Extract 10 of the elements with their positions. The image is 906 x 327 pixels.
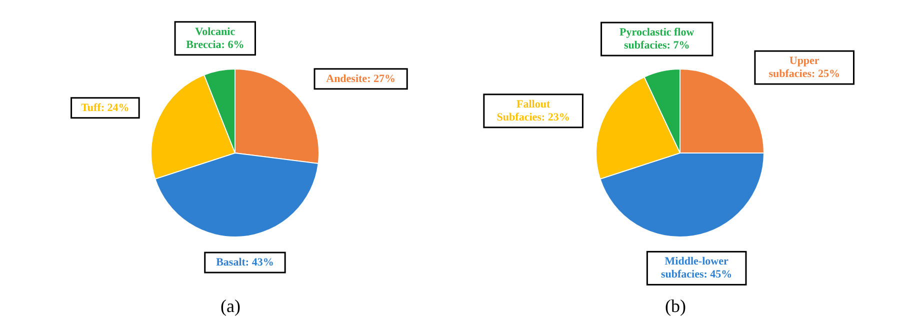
slice-label: Fallout Subfacies: 23% <box>496 98 570 124</box>
slice-label: Upper subfacies: 25% <box>768 55 840 80</box>
slice-label: Volcanic Breccia: 6% <box>186 26 244 51</box>
slice-label: Pyroclastic flow subfacies: 7% <box>620 26 694 52</box>
text: (a) <box>220 296 242 317</box>
slice-label: Basalt: 43% <box>216 256 274 269</box>
slice-label: Andesite: 27% <box>326 72 396 85</box>
slice-label: Middle-lower subfacies: 45% <box>660 256 732 281</box>
slice-label: Tuff: 24% <box>81 102 130 114</box>
text: (b) <box>664 296 687 317</box>
